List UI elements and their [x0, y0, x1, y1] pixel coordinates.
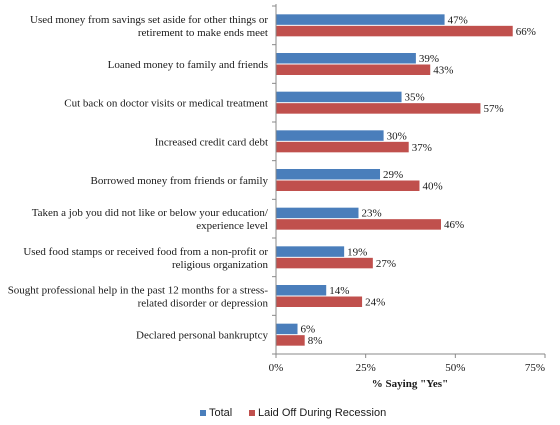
bar-laid-off: [276, 64, 431, 75]
data-label: 19%: [347, 246, 367, 258]
bar-laid-off: [276, 180, 420, 191]
data-label: 6%: [301, 324, 316, 336]
data-label: 35%: [405, 92, 425, 104]
data-label: 30%: [387, 130, 407, 142]
bar-total: [276, 246, 345, 257]
data-label: 29%: [383, 169, 403, 181]
x-axis: % Saying "Yes" 0% 25% 50% 75%: [269, 4, 546, 390]
legend-label-total: Total: [209, 407, 232, 419]
bar-laid-off: [276, 219, 441, 230]
data-label: 39%: [419, 53, 439, 65]
bar-laid-off: [276, 335, 305, 346]
x-tick-label: 50%: [445, 362, 465, 374]
data-label: 27%: [376, 258, 396, 270]
category-label: religious organization: [172, 259, 269, 271]
bar-laid-off: [276, 257, 373, 269]
data-label: 46%: [444, 219, 464, 231]
category-label: Increased credit card debt: [155, 136, 268, 148]
bar-total: [276, 207, 359, 219]
data-label: 24%: [365, 297, 385, 309]
bar-total: [276, 169, 381, 180]
bar-total: [276, 91, 402, 103]
data-label: 43%: [433, 65, 453, 77]
x-tick-label: 75%: [525, 362, 545, 374]
category-label: Borrowed money from friends or family: [91, 175, 269, 187]
x-tick-label: 25%: [356, 362, 376, 374]
legend-swatch-total: [200, 410, 206, 416]
data-label: 8%: [308, 335, 323, 347]
bar-total: [276, 53, 416, 64]
bar-laid-off: [276, 296, 363, 307]
x-tick-label: 0%: [269, 362, 284, 374]
category-label: Used food stamps or received food from a…: [23, 246, 268, 258]
legend-label-laid-off: Laid Off During Recession: [258, 407, 386, 419]
bar-total: [276, 285, 327, 296]
x-axis-title: % Saying "Yes": [372, 378, 448, 390]
category-label: related disorder or depression: [138, 298, 269, 310]
plot-area: Used money from savings set aside for ot…: [8, 14, 536, 347]
bar-laid-off: [276, 103, 481, 114]
category-label: experience level: [196, 220, 268, 232]
bar-total: [276, 14, 445, 25]
category-label: Taken a job you did not like or below yo…: [32, 207, 269, 219]
bar-total: [276, 130, 384, 141]
category-label: Cut back on doctor visits or medical tre…: [64, 98, 268, 110]
bar-total: [276, 323, 298, 335]
data-label: 66%: [516, 26, 536, 38]
data-label: 47%: [448, 14, 468, 26]
category-label: Used money from savings set aside for ot…: [30, 14, 268, 26]
bar-laid-off: [276, 141, 409, 153]
data-label: 23%: [361, 208, 381, 220]
category-label: Sought professional help in the past 12 …: [8, 285, 269, 297]
bar-laid-off: [276, 25, 513, 37]
legend: Total Laid Off During Recession: [200, 407, 386, 419]
category-label: Loaned money to family and friends: [108, 59, 268, 71]
data-label: 40%: [422, 181, 442, 193]
category-label: retirement to make ends meet: [138, 27, 268, 39]
legend-swatch-laid-off: [249, 410, 255, 416]
data-label: 57%: [483, 103, 503, 115]
data-label: 37%: [412, 142, 432, 154]
data-label: 14%: [329, 285, 349, 297]
category-label: Declared personal bankruptcy: [136, 330, 268, 342]
